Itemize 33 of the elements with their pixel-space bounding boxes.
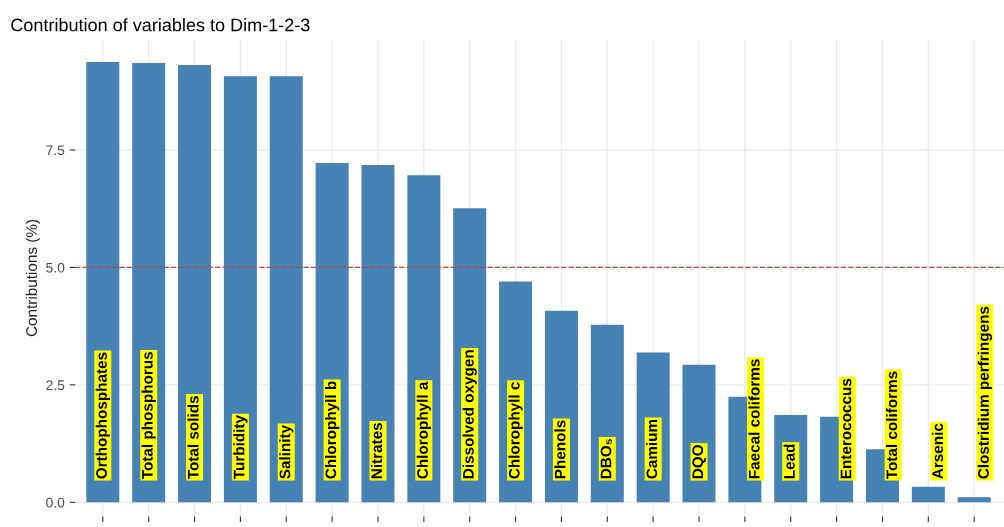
- x-tick-label: Enterococcus: [840, 378, 852, 479]
- y-axis-title: Contributions (%): [25, 219, 41, 337]
- x-tick-label: Turbidity: [233, 415, 248, 480]
- x-tick-label: Total coliforms: [886, 371, 898, 480]
- y-tick-label: 0.0: [46, 497, 65, 508]
- x-tick-label: Salinity: [279, 424, 294, 479]
- bar: [911, 486, 945, 503]
- chart-title: Contribution of variables to Dim-1-2-3: [11, 18, 310, 32]
- bar: [223, 76, 257, 503]
- x-tick-label: DQO: [692, 445, 706, 479]
- y-tick-label: 2.5: [46, 380, 65, 391]
- x-tick-label: Nitrates: [370, 422, 383, 479]
- x-tick-label: Camium: [646, 419, 658, 479]
- x-tick-label: Chlorophyll a: [416, 381, 431, 479]
- x-tick-label: Orthophosphates: [95, 352, 110, 479]
- bar: [361, 164, 395, 503]
- x-tick-label: Chlorophyll c: [508, 382, 523, 479]
- bar: [269, 76, 303, 503]
- x-tick-label: Phenols: [554, 420, 566, 479]
- x-tick-label: Lead: [783, 444, 795, 479]
- bar: [178, 64, 212, 503]
- x-tick-label: Clostridium perfringens: [977, 306, 993, 479]
- y-tick-label: 7.5: [46, 145, 65, 156]
- y-tick-label: 5.0: [46, 262, 65, 273]
- x-tick-label: Total phosphorus: [141, 351, 156, 480]
- x-tick-label: Chlorophyll b: [325, 381, 340, 479]
- x-tick-label: DBO₅: [600, 439, 612, 479]
- x-tick-label: Total solids: [187, 396, 199, 480]
- x-tick-label: Faecal coliforms: [748, 359, 760, 479]
- bar: [590, 324, 624, 503]
- bar: [957, 497, 991, 503]
- x-tick-label: Dissolved oxygen: [462, 350, 477, 479]
- x-tick-label: Arsenic: [931, 423, 944, 479]
